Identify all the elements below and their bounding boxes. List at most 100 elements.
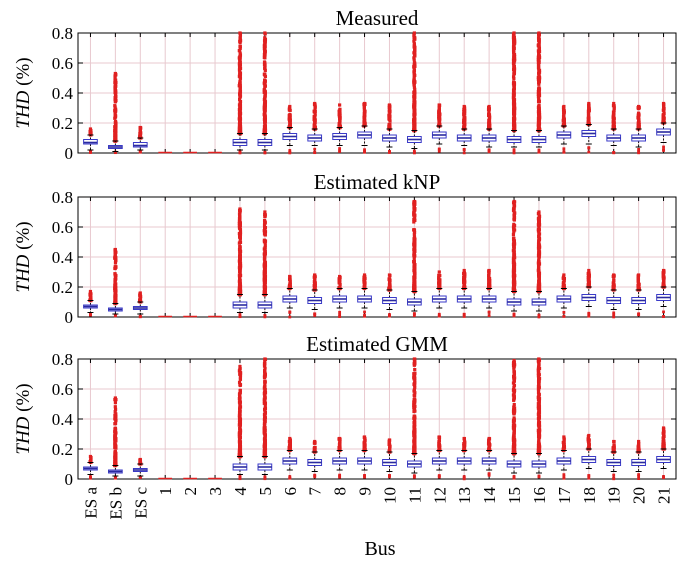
- box-13: [456, 104, 472, 155]
- outlier-point: [138, 125, 142, 130]
- outlier-point: [512, 148, 516, 152]
- outlier-point: [113, 437, 117, 441]
- outlier-point: [412, 423, 416, 427]
- outlier-point: [88, 454, 93, 459]
- box-20: [631, 104, 646, 155]
- outlier-point: [412, 105, 416, 109]
- outlier-point: [237, 224, 242, 228]
- outlier-point: [512, 275, 516, 279]
- outlier-point: [362, 435, 367, 439]
- outlier-point: [512, 84, 516, 89]
- outlier-point: [536, 92, 541, 96]
- box-es-a: [83, 127, 98, 154]
- outlier-point: [262, 401, 267, 405]
- outlier-point: [263, 432, 267, 437]
- outlier-point: [512, 52, 517, 57]
- outlier-point: [263, 31, 267, 35]
- outlier-point: [263, 103, 267, 107]
- outlier-point: [512, 288, 517, 292]
- outlier-point: [237, 277, 242, 281]
- outlier-point: [263, 63, 267, 67]
- y-tick-label: 0.8: [52, 350, 73, 369]
- outlier-point: [238, 92, 242, 96]
- outlier-point: [412, 44, 417, 48]
- box-7: [307, 439, 323, 479]
- box-8: [332, 274, 347, 319]
- outlier-point: [512, 96, 516, 100]
- outlier-point: [587, 101, 591, 106]
- outlier-point: [487, 104, 491, 109]
- outlier-point: [487, 276, 491, 280]
- outlier-point: [113, 417, 117, 421]
- outlier-point: [263, 111, 267, 115]
- outlier-point: [114, 108, 118, 113]
- outlier-point: [262, 397, 266, 401]
- outlier-point: [413, 61, 417, 65]
- outlier-point: [536, 44, 540, 48]
- outlier-point: [412, 312, 416, 316]
- outlier-point: [662, 148, 665, 151]
- outlier-point: [138, 127, 142, 132]
- outlier-point: [537, 127, 541, 131]
- outlier-point: [462, 315, 466, 318]
- y-tick-label: 0.4: [52, 248, 74, 267]
- outlier-point: [263, 98, 267, 103]
- outlier-point: [313, 286, 317, 290]
- outlier-point: [313, 284, 317, 288]
- outlier-point: [263, 412, 267, 416]
- outlier-point: [612, 311, 616, 315]
- y-axis-label: THD (%): [13, 383, 34, 454]
- outlier-point: [387, 123, 391, 127]
- outlier-point: [262, 223, 267, 227]
- box-18: [581, 268, 597, 318]
- outlier-point: [237, 56, 241, 60]
- outlier-point: [338, 443, 342, 448]
- outlier-point: [561, 282, 566, 286]
- outlier-point: [338, 473, 342, 477]
- outlier-point: [413, 92, 417, 97]
- outlier-point: [114, 412, 118, 416]
- outlier-point: [263, 108, 267, 112]
- outlier-point: [113, 459, 117, 463]
- outlier-point: [636, 111, 641, 115]
- outlier-point: [238, 388, 242, 392]
- outlier-point: [238, 44, 242, 49]
- outlier-point: [238, 100, 243, 104]
- outlier-point: [337, 278, 341, 282]
- outlier-point: [387, 438, 392, 442]
- outlier-point: [263, 404, 267, 408]
- outlier-point: [113, 407, 118, 411]
- outlier-point: [637, 125, 641, 130]
- outlier-point: [412, 357, 416, 361]
- outlier-point: [313, 147, 317, 151]
- outlier-point: [412, 56, 416, 60]
- outlier-point: [412, 286, 416, 290]
- outlier-point: [263, 120, 267, 124]
- outlier-point: [662, 315, 665, 318]
- outlier-point: [536, 242, 541, 246]
- outlier-point: [138, 134, 142, 138]
- outlier-point: [511, 232, 516, 237]
- outlier-point: [437, 435, 441, 439]
- panels: 0 0.2 0.4 0.6 0.8 Measured THD (%) 0 0.2 0.4 0.6 0.…: [13, 6, 677, 489]
- outlier-point: [288, 149, 292, 152]
- outlier-point: [238, 218, 242, 222]
- outlier-point: [413, 385, 417, 389]
- outlier-point: [238, 268, 242, 272]
- outlier-point: [511, 92, 516, 96]
- outlier-point: [113, 115, 117, 119]
- y-axis-label-variable: THD: [13, 254, 34, 292]
- outlier-point: [512, 208, 516, 212]
- outlier-point: [537, 81, 541, 85]
- outlier-point: [313, 312, 317, 316]
- outlier-point: [238, 438, 242, 442]
- outlier-point: [262, 264, 266, 268]
- y-tick-label: 0.6: [52, 54, 73, 73]
- outlier-point: [561, 284, 566, 288]
- outlier-point: [288, 436, 292, 441]
- outlier-point: [312, 275, 316, 279]
- outlier-point: [512, 211, 517, 215]
- outlier-point: [263, 213, 267, 217]
- box-9: [357, 273, 372, 318]
- outlier-point: [263, 51, 267, 55]
